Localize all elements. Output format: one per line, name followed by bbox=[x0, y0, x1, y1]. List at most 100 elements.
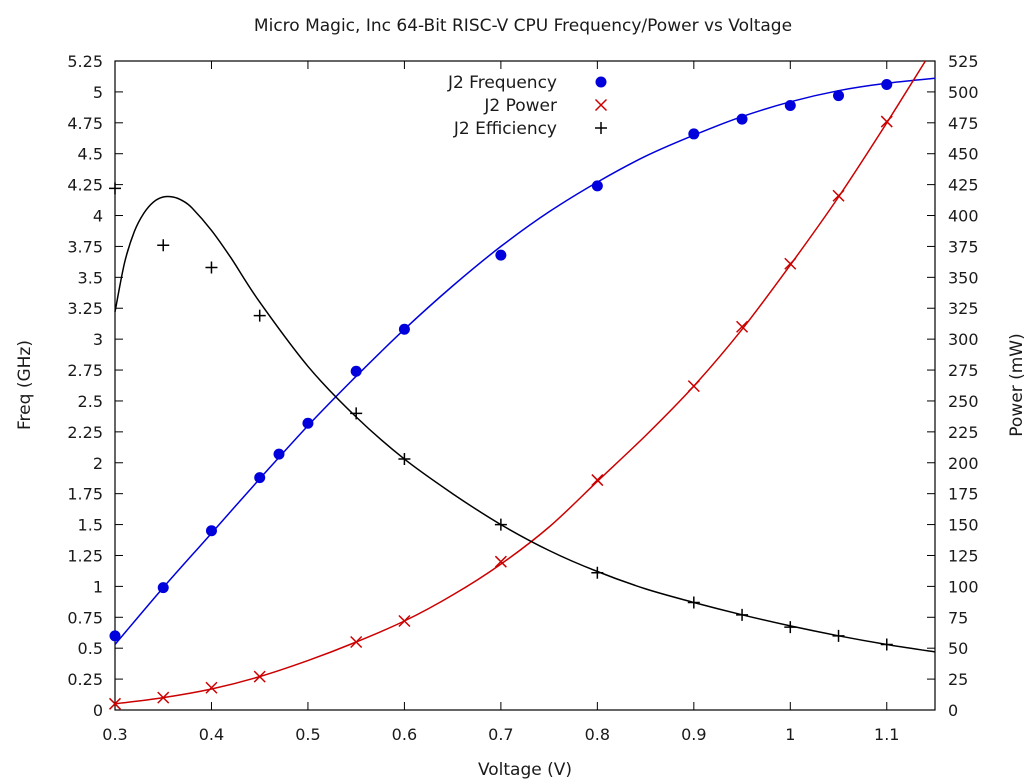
chart-title: Micro Magic, Inc 64-Bit RISC-V CPU Frequ… bbox=[254, 16, 792, 36]
x-tick-label: 0.5 bbox=[295, 725, 320, 744]
legend-label-j2-frequency: J2 Frequency bbox=[447, 73, 557, 93]
legend-marker-j2-frequency bbox=[595, 76, 607, 88]
j2-frequency-point bbox=[784, 100, 796, 112]
y2-tick-label: 475 bbox=[948, 114, 979, 133]
y2-tick-label: 300 bbox=[948, 330, 979, 349]
y-tick-label: 5.25 bbox=[67, 52, 103, 71]
y-tick-label: 5 bbox=[93, 83, 103, 102]
y-tick-label: 2 bbox=[93, 454, 103, 473]
j2-frequency-point bbox=[254, 472, 266, 484]
y2-tick-label: 275 bbox=[948, 361, 979, 380]
j2-frequency-point bbox=[273, 448, 285, 460]
y-tick-label: 3.5 bbox=[78, 268, 103, 287]
j2-power-point bbox=[591, 474, 604, 487]
j2-power-point bbox=[736, 320, 749, 333]
j2-frequency-fit-curve bbox=[114, 77, 936, 645]
y2-tick-label: 175 bbox=[948, 485, 979, 504]
y2-tick-label: 500 bbox=[948, 83, 979, 102]
j2-frequency-point bbox=[350, 365, 362, 377]
y-tick-label: 4.5 bbox=[78, 145, 103, 164]
y2-tick-label: 200 bbox=[948, 454, 979, 473]
y-tick-label: 4 bbox=[93, 207, 103, 226]
right-axis-ticks: 0 25 50 75 100 125 150 175 200 225 250 275 300 325 350… bbox=[927, 52, 979, 720]
x-axis-label: Voltage (V) bbox=[478, 760, 572, 780]
y-tick-label: 2.5 bbox=[78, 392, 103, 411]
j2-efficiency-point bbox=[253, 309, 266, 322]
j2-frequency-point bbox=[881, 78, 893, 90]
plot-frame bbox=[114, 60, 936, 711]
y-tick-label: 1.75 bbox=[67, 485, 103, 504]
y2-tick-label: 375 bbox=[948, 237, 979, 256]
y2-tick-label: 525 bbox=[948, 52, 979, 71]
j2-power-point bbox=[205, 681, 218, 694]
j2-frequency-point bbox=[591, 180, 603, 192]
j2-power-point bbox=[784, 257, 797, 270]
y-tick-label: 2.25 bbox=[67, 423, 103, 442]
j2-frequency-point bbox=[398, 323, 410, 335]
data-points bbox=[108, 78, 893, 710]
j2-efficiency-point bbox=[494, 518, 507, 531]
fit-curves bbox=[114, 60, 936, 705]
x-tick-label: 0.4 bbox=[199, 725, 224, 744]
j2-power-point bbox=[687, 380, 700, 393]
j2-efficiency-point bbox=[784, 621, 797, 634]
x-tick-label: 0.8 bbox=[585, 725, 610, 744]
y-tick-label: 3.75 bbox=[67, 237, 103, 256]
y2-tick-label: 450 bbox=[948, 145, 979, 164]
bottom-axis-ticks: 0.3 0.4 0.5 0.6 0.7 0.8 0.9 1 1.1 bbox=[102, 61, 899, 744]
j2-frequency-point bbox=[302, 417, 314, 429]
y-tick-label: 0.75 bbox=[67, 608, 103, 627]
y-tick-label: 3.25 bbox=[67, 299, 103, 318]
j2-efficiency-point bbox=[157, 239, 170, 252]
j2-frequency-point bbox=[157, 582, 169, 594]
y-tick-label: 3 bbox=[93, 330, 103, 349]
legend-label-j2-efficiency: J2 Efficiency bbox=[453, 119, 557, 139]
y2-tick-label: 125 bbox=[948, 546, 979, 565]
y2-tick-label: 400 bbox=[948, 207, 979, 226]
x-tick-label: 0.6 bbox=[392, 725, 417, 744]
y-tick-label: 1.25 bbox=[67, 546, 103, 565]
j2-frequency-point bbox=[833, 90, 845, 102]
y2-tick-label: 425 bbox=[948, 176, 979, 195]
x-tick-label: 0.9 bbox=[681, 725, 706, 744]
y-tick-label: 0.25 bbox=[67, 670, 103, 689]
j2-power-point bbox=[494, 555, 507, 568]
j2-efficiency-point bbox=[687, 596, 700, 609]
y-tick-label: 2.75 bbox=[67, 361, 103, 380]
j2-power-point bbox=[108, 697, 122, 710]
y-tick-label: 0 bbox=[93, 701, 103, 720]
j2-efficiency-point bbox=[736, 608, 749, 621]
j2-power-point bbox=[253, 670, 266, 683]
y-tick-label: 4.25 bbox=[67, 176, 103, 195]
x-tick-label: 0.3 bbox=[102, 725, 127, 744]
j2-frequency-point bbox=[109, 630, 121, 642]
j2-power-point bbox=[398, 614, 411, 628]
y2-tick-label: 150 bbox=[948, 516, 979, 535]
j2-efficiency-point bbox=[205, 261, 218, 274]
y-tick-label: 1.5 bbox=[78, 516, 103, 535]
y2-axis-label: Power (mW) bbox=[1007, 333, 1027, 436]
j2-power-point bbox=[832, 189, 845, 202]
y-tick-label: 1 bbox=[93, 577, 103, 596]
legend-marker-j2-power bbox=[594, 98, 608, 112]
j2-power-point bbox=[880, 115, 893, 128]
legend: J2 Frequency J2 Power J2 Efficiency bbox=[447, 73, 608, 139]
y2-tick-label: 25 bbox=[948, 670, 968, 689]
y-tick-label: 4.75 bbox=[67, 114, 103, 133]
y2-tick-label: 250 bbox=[948, 392, 979, 411]
j2-efficiency-point bbox=[591, 566, 604, 579]
y-axis-label: Freq (GHz) bbox=[15, 340, 35, 430]
j2-efficiency-point bbox=[350, 407, 363, 420]
j2-power-point bbox=[350, 635, 363, 649]
y2-tick-label: 225 bbox=[948, 423, 979, 442]
j2-efficiency-fit-curve bbox=[114, 195, 936, 653]
y2-tick-label: 50 bbox=[948, 639, 968, 658]
j2-efficiency-point bbox=[832, 629, 845, 642]
j2-frequency-point bbox=[688, 128, 700, 140]
j2-efficiency-point bbox=[880, 638, 893, 651]
left-axis-ticks: 0 0.25 0.5 0.75 1 1.25 1.5 1.75 2 2.25 2.5 2.75 3 3.2… bbox=[67, 52, 123, 720]
x-tick-label: 1 bbox=[785, 725, 795, 744]
y2-tick-label: 0 bbox=[948, 701, 958, 720]
legend-label-j2-power: J2 Power bbox=[483, 96, 557, 116]
j2-frequency-point bbox=[495, 249, 507, 261]
